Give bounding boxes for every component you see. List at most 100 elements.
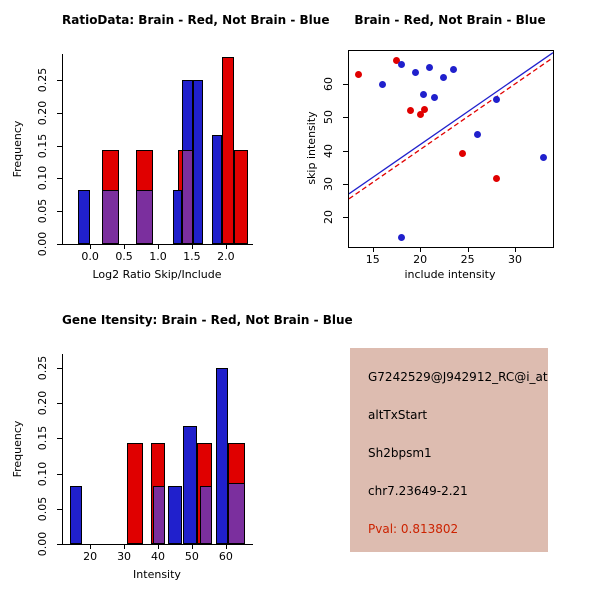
x-tick-label: 1.0 bbox=[149, 250, 167, 263]
y-tick bbox=[343, 150, 349, 152]
chart-title: RatioData: Brain - Red, Not Brain - Blue bbox=[62, 13, 330, 27]
x-tick-label: 30 bbox=[117, 550, 132, 563]
scatter-point-red bbox=[492, 175, 500, 183]
x-tick bbox=[158, 544, 159, 549]
event-type-text: altTxStart bbox=[368, 408, 428, 422]
pvalue-text: Pval: 0.813802 bbox=[368, 522, 459, 536]
y-tick bbox=[343, 117, 349, 119]
scatter-point-blue bbox=[492, 95, 500, 103]
probe-id-text: G7242529@J942912_RC@i_at bbox=[368, 370, 548, 384]
x-tick-label: 0.5 bbox=[115, 250, 133, 263]
x-tick-label: 15 bbox=[365, 253, 380, 266]
hist-bar-blue bbox=[193, 80, 203, 244]
x-tick bbox=[158, 244, 159, 249]
hist-bar-purple bbox=[181, 150, 194, 244]
hist-bar-purple bbox=[227, 483, 245, 544]
hist-bar-blue bbox=[172, 189, 182, 244]
y-tick bbox=[343, 183, 349, 185]
hist-bar-purple bbox=[135, 189, 153, 244]
y-tick bbox=[57, 544, 63, 545]
gene-intensity-histogram-plot: 20 30 40 50 60 0.00 0.05 0.10 0.15 0.20 0.25 bbox=[36, 354, 253, 563]
y-tick-label: 0.25 bbox=[36, 67, 49, 93]
y-tick-label: 60 bbox=[322, 77, 335, 92]
scatter-point-blue bbox=[449, 65, 457, 73]
x-tick-label: 25 bbox=[460, 253, 475, 266]
scatter-point-blue bbox=[426, 64, 434, 72]
x-tick bbox=[515, 247, 517, 252]
y-tick-label: 0.15 bbox=[36, 426, 49, 451]
fit-lines bbox=[349, 52, 553, 200]
y-tick bbox=[343, 84, 349, 86]
x-tick bbox=[191, 244, 193, 249]
red-fit-line bbox=[349, 57, 553, 200]
hist-bar-blue bbox=[183, 426, 197, 544]
hist-bar-blue bbox=[215, 368, 228, 544]
scatter-point-blue bbox=[540, 153, 547, 161]
y-tick bbox=[57, 438, 63, 440]
x-axis-label: Intensity bbox=[133, 568, 181, 581]
hist-bar-purple bbox=[101, 189, 119, 244]
y-tick bbox=[57, 145, 63, 147]
x-tick bbox=[124, 244, 126, 249]
chart-title: Gene Itensity: Brain - Red, Not Brain - … bbox=[62, 313, 353, 327]
x-tick bbox=[225, 244, 227, 249]
x-tick bbox=[225, 544, 227, 549]
y-axis-label: Frequency bbox=[11, 420, 24, 478]
y-axis-label: Frequency bbox=[11, 120, 24, 178]
scatter-point-blue bbox=[440, 74, 448, 82]
x-tick bbox=[372, 247, 374, 252]
y-tick bbox=[57, 508, 63, 510]
hist-bar-purple bbox=[200, 485, 213, 544]
scatter-point-blue bbox=[397, 233, 405, 241]
scatter-point-red bbox=[416, 110, 424, 118]
x-tick bbox=[191, 544, 193, 549]
y-tick bbox=[57, 211, 63, 213]
y-tick-label: 0.10 bbox=[36, 461, 49, 486]
x-tick-label: 1.5 bbox=[183, 250, 201, 263]
scatter-point-red bbox=[421, 105, 429, 113]
chromosome-location-text: chr7.23649-2.21 bbox=[368, 484, 468, 498]
panel-gene-info: G7242529@J942912_RC@i_at altTxStart Sh2b… bbox=[300, 300, 600, 600]
x-tick bbox=[420, 247, 422, 252]
hist-bar-blue bbox=[212, 134, 223, 244]
y-tick bbox=[57, 368, 63, 370]
scatter-point-blue bbox=[411, 69, 419, 77]
y-tick bbox=[57, 178, 63, 180]
panel-gene-intensity-histogram: Gene Itensity: Brain - Red, Not Brain - … bbox=[0, 300, 353, 600]
scatter-point-blue bbox=[430, 94, 438, 101]
x-axis-label: include intensity bbox=[404, 268, 496, 281]
hist-bar-blue bbox=[168, 485, 182, 544]
y-tick bbox=[57, 112, 63, 114]
y-tick-label: 0.00 bbox=[36, 531, 49, 557]
y-tick bbox=[343, 217, 349, 219]
x-tick bbox=[124, 544, 126, 549]
scatter-point-red bbox=[392, 57, 400, 65]
x-tick-label: 30 bbox=[508, 253, 523, 266]
hist-bar-blue bbox=[77, 189, 91, 244]
x-axis-label: Log2 Ratio Skip/Include bbox=[92, 268, 222, 281]
y-tick-label: 0.25 bbox=[36, 355, 49, 381]
x-tick-label: 0.0 bbox=[81, 250, 99, 263]
y-tick-label: 0.20 bbox=[36, 391, 49, 416]
y-tick bbox=[57, 403, 63, 405]
scatter-point-blue bbox=[397, 60, 405, 68]
x-tick-label: 40 bbox=[151, 550, 165, 563]
x-tick-label: 20 bbox=[83, 550, 98, 563]
x-tick bbox=[90, 544, 92, 549]
x-tick bbox=[90, 244, 92, 249]
gene-symbol-text: Sh2bpsm1 bbox=[368, 446, 432, 460]
scatter-plot: 15 20 25 30 20 30 40 50 60 bbox=[322, 50, 554, 266]
y-axis-label: skip intensity bbox=[305, 111, 318, 185]
x-tick-label: 2.0 bbox=[217, 250, 235, 263]
panel-ratio-histogram: RatioData: Brain - Red, Not Brain - Blue… bbox=[0, 0, 330, 300]
hist-bar-purple bbox=[152, 485, 165, 544]
x-tick-label: 60 bbox=[218, 550, 233, 563]
scatter-point-red bbox=[354, 70, 362, 78]
gene-info-box: G7242529@J942912_RC@i_at altTxStart Sh2b… bbox=[350, 348, 548, 552]
ratio-histogram-plot: 0.0 0.5 1.0 1.5 2.0 0.00 0.05 0.10 0.15 0.20 0.25 bbox=[36, 54, 253, 263]
y-tick bbox=[57, 80, 63, 82]
blue-fit-line bbox=[349, 52, 553, 195]
scatter-point-blue bbox=[473, 130, 481, 138]
x-tick bbox=[467, 247, 469, 252]
